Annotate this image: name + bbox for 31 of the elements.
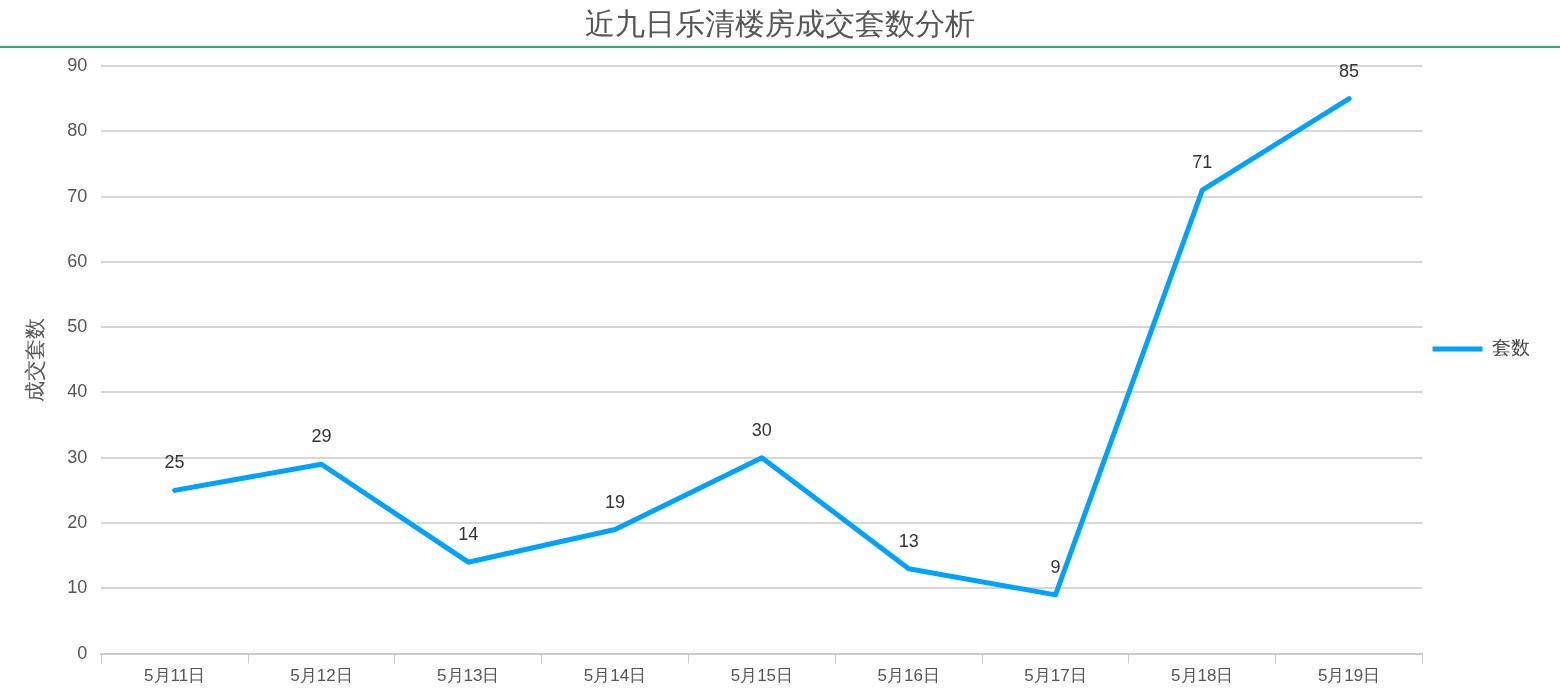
y-tick-label: 80: [67, 120, 88, 141]
data-label: 14: [458, 524, 479, 545]
data-label: 9: [1050, 556, 1061, 577]
x-tick-label: 5月18日: [1171, 666, 1234, 686]
data-label: 85: [1339, 60, 1360, 81]
x-tick-label: 5月16日: [877, 666, 940, 686]
y-tick-label: 70: [67, 185, 88, 206]
x-tick-label: 5月15日: [730, 666, 794, 686]
y-tick-label: 50: [67, 316, 88, 337]
y-tick-label: 10: [67, 577, 88, 598]
data-label: 25: [164, 452, 185, 473]
data-label: 71: [1192, 152, 1213, 173]
y-axis-title: 成交套数: [23, 317, 48, 402]
y-tick-label: 20: [67, 511, 88, 532]
x-tick-label: 5月13日: [437, 666, 500, 686]
x-tick-label: 5月17日: [1024, 666, 1087, 686]
y-tick-label: 40: [67, 381, 88, 402]
y-tick-label: 0: [77, 642, 88, 663]
data-label: 13: [898, 530, 919, 551]
x-tick-label: 5月14日: [583, 666, 647, 686]
legend-label: 套数: [1492, 337, 1530, 359]
y-tick-label: 90: [67, 54, 88, 75]
chart-title: 近九日乐清楼房成交套数分析: [585, 6, 975, 40]
y-tick-label: 60: [67, 250, 88, 271]
x-tick-label: 5月12日: [290, 666, 353, 686]
x-tick-label: 5月19日: [1317, 666, 1381, 686]
x-tick-label: 5月11日: [144, 666, 206, 686]
y-tick-label: 30: [67, 446, 88, 467]
data-label: 29: [311, 426, 332, 447]
data-label: 19: [605, 491, 626, 512]
data-label: 30: [751, 419, 772, 440]
